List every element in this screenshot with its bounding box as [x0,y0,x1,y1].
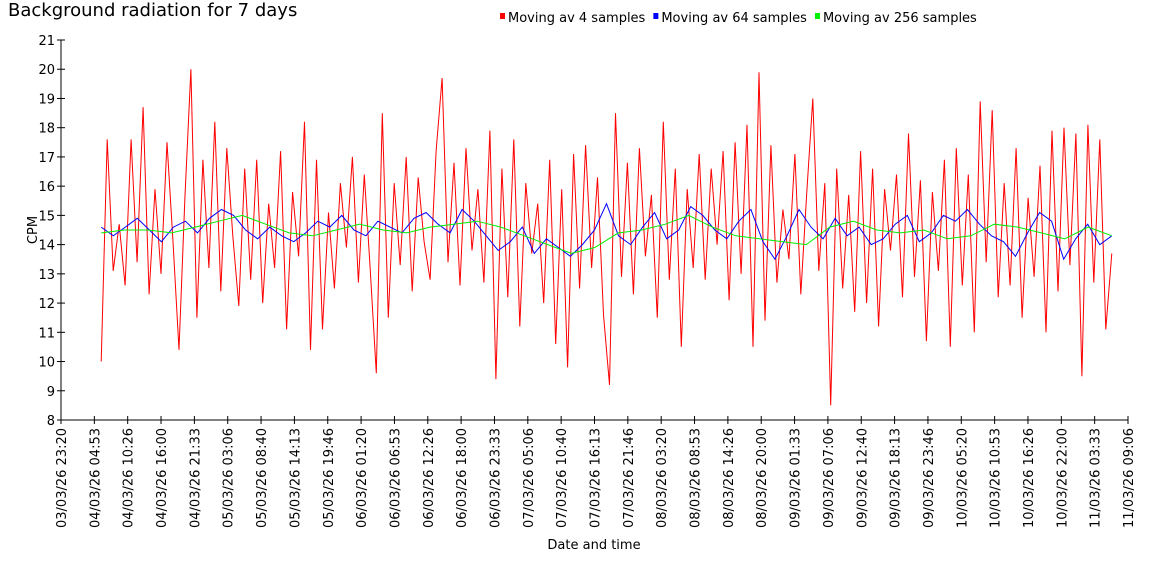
x-tick-label: 04/03/26 16:00 [155,428,170,528]
x-tick-label: 08/03/26 20:00 [755,428,770,528]
x-tick-label: 07/03/26 16:13 [589,428,604,528]
x-tick-label: 05/03/26 19:46 [322,428,337,528]
legend-swatch-2 [653,13,659,19]
x-tick-label: 09/03/26 12:40 [855,428,870,528]
x-tick-label: 05/03/26 08:40 [255,428,270,528]
x-tick-label: 09/03/26 07:06 [822,428,837,528]
legend-label-2: Moving av 64 samples [661,11,807,26]
y-tick-label: 12 [38,297,55,312]
x-tick-label: 03/03/26 23:20 [55,428,70,528]
x-tick-label: 08/03/26 14:26 [722,428,737,528]
x-tick-label: 06/03/26 23:33 [488,428,503,528]
x-tick-label: 11/03/26 03:33 [1089,428,1104,528]
x-tick-label: 07/03/26 21:46 [622,428,637,528]
y-tick-label: 8 [47,414,55,429]
y-tick-label: 20 [38,63,55,78]
y-tick-label: 17 [38,151,55,166]
x-tick-label: 06/03/26 18:00 [455,428,470,528]
plot-area [100,69,1113,406]
legend: Moving av 4 samples Moving av 64 samples M… [500,11,977,26]
y-tick-label: 9 [47,385,55,400]
y-tick-label: 11 [38,326,55,341]
y-tick-label: 15 [38,209,55,224]
x-axis-label: Date and time [547,538,640,553]
y-tick-label: 14 [38,239,55,254]
x-tick-label: 11/03/26 09:06 [1122,428,1137,528]
x-tick-label: 05/03/26 14:13 [288,428,303,528]
x-tick-label: 06/03/26 06:53 [388,428,403,528]
x-tick-label: 07/03/26 05:06 [522,428,537,528]
x-tick-label: 10/03/26 05:20 [955,428,970,528]
x-tick-label: 09/03/26 01:33 [789,428,804,528]
x-tick-label: 10/03/26 22:00 [1055,428,1070,528]
y-tick-label: 10 [38,356,55,371]
y-tick-label: 19 [38,92,55,107]
legend-label-3: Moving av 256 samples [823,11,977,26]
legend-swatch-3 [814,13,820,19]
y-tick-label: 13 [38,268,55,283]
x-tick-label: 08/03/26 03:20 [655,428,670,528]
x-tick-label: 06/03/26 01:20 [355,428,370,528]
x-tick-label: 08/03/26 08:53 [689,428,704,528]
x-tick-label: 04/03/26 04:53 [88,428,103,528]
x-tick-label: 10/03/26 10:53 [989,428,1004,528]
legend-label-1: Moving av 4 samples [508,11,646,26]
axes: 8 9 10 11 12 13 14 15 16 17 18 19 20 21 03/03/26 23:20… [38,34,1137,528]
series-line-2 [100,202,1113,261]
x-tick-label: 07/03/26 10:40 [555,428,570,528]
y-tick-label: 16 [38,180,55,195]
x-tick-label: 06/03/26 12:26 [422,428,437,528]
x-tick-label: 04/03/26 21:33 [188,428,203,528]
legend-swatch-1 [500,13,505,19]
series-line-1 [100,69,1113,406]
x-tick-label: 05/03/26 03:06 [222,428,237,528]
y-axis-label: CPM [26,216,41,244]
x-tick-label: 09/03/26 23:46 [922,428,937,528]
y-tick-label: 21 [38,34,55,49]
x-tick-label: 04/03/26 10:26 [122,428,137,528]
x-tick-label: 10/03/26 16:26 [1022,428,1037,528]
y-tick-label: 18 [38,122,55,137]
chart-title: Background radiation for 7 days [8,0,297,21]
x-tick-label: 09/03/26 18:13 [889,428,904,528]
series-line-3 [101,214,1112,254]
